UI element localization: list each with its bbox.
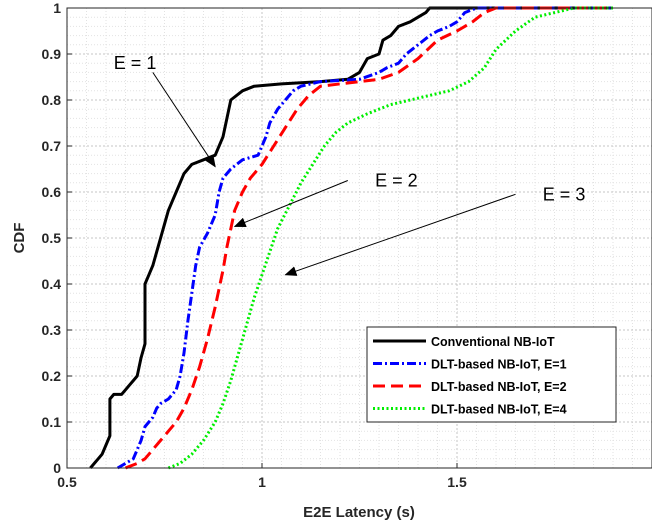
series-line-4 [167, 6, 613, 470]
y-tick-label: 0.5 [42, 230, 62, 246]
x-axis-label: E2E Latency (s) [303, 504, 415, 521]
y-tick-label: 0.8 [42, 92, 62, 108]
y-tick-label: 0.1 [42, 414, 62, 430]
series-group [89, 6, 613, 470]
legend-label-2: DLT-based NB-IoT, E=1 [431, 358, 567, 372]
legend-label-1: Conventional NB-IoT [431, 335, 555, 349]
y-axis-label: CDF [11, 223, 28, 254]
y-tick-label: 0.7 [42, 138, 62, 154]
series-line-3 [124, 6, 613, 470]
annotations: E = 1 E = 2 E = 3 [114, 53, 586, 276]
series-line-2 [116, 6, 613, 470]
y-tick-label: 0.9 [42, 46, 62, 62]
x-tick-label: 0.5 [57, 474, 77, 490]
y-tick-label: 0.2 [42, 368, 62, 384]
annotation-label: E = 3 [543, 184, 586, 204]
legend-box [366, 326, 617, 423]
y-tick-label: 0 [53, 460, 61, 476]
y-tick-label: 0.4 [42, 276, 62, 292]
y-tick-label: 1 [53, 0, 61, 16]
annotation-label: E = 2 [375, 171, 418, 191]
annotation-arrow [233, 180, 348, 227]
legend-label-3: DLT-based NB-IoT, E=2 [431, 380, 567, 394]
annotation-arrow [284, 193, 516, 276]
annotation-arrow [152, 72, 216, 168]
y-tick-label: 0.6 [42, 184, 62, 200]
legend: Conventional NB-IoT DLT-based NB-IoT, E=1… [366, 326, 617, 423]
x-tick-label: 1.5 [447, 474, 467, 490]
legend-label-4: DLT-based NB-IoT, E=4 [431, 403, 567, 417]
annotation-label: E = 1 [114, 53, 157, 73]
series-line-1 [89, 6, 613, 469]
y-tick-label: 0.3 [42, 322, 62, 338]
x-tick-label: 1 [258, 474, 266, 490]
ticks: 0.511.5200.10.20.30.40.50.60.70.80.91 [42, 0, 652, 490]
